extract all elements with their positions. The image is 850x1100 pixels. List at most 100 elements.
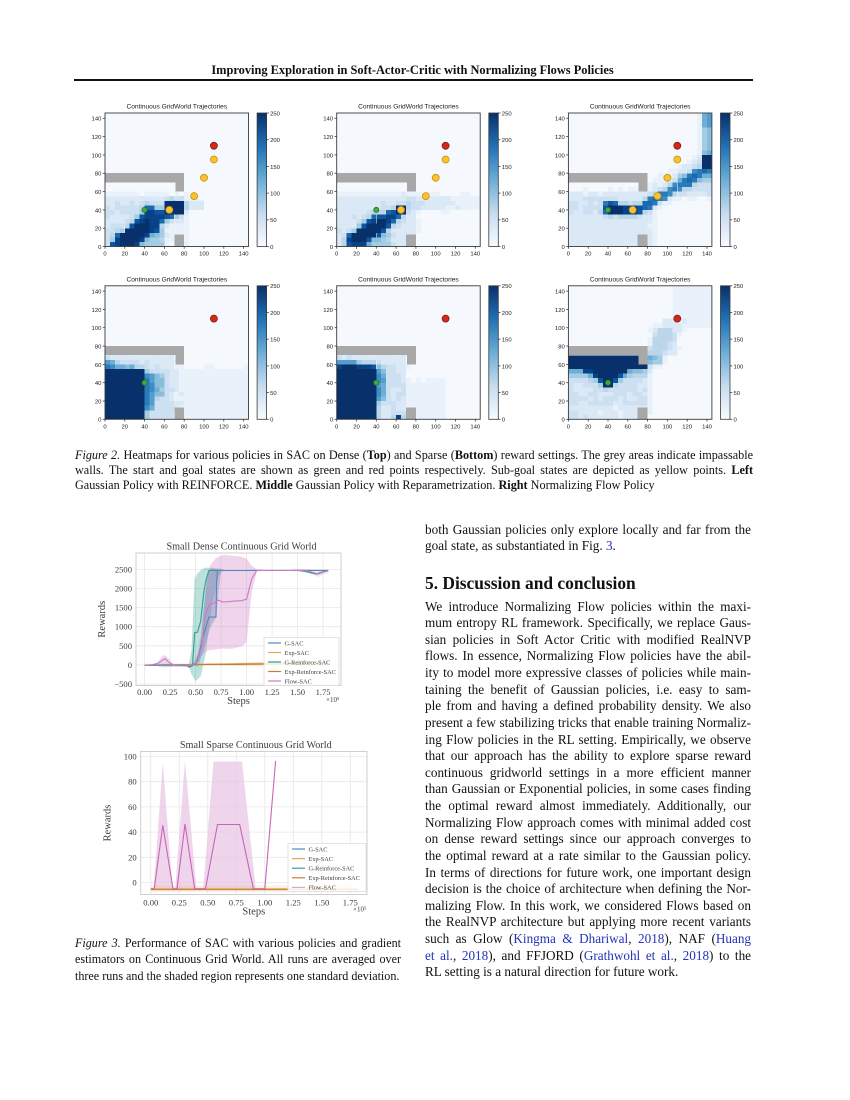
- svg-text:150: 150: [270, 165, 281, 171]
- svg-text:0.00: 0.00: [137, 687, 152, 697]
- svg-text:Continuous GridWorld Trajector: Continuous GridWorld Trajectories: [126, 104, 227, 111]
- svg-text:40: 40: [141, 424, 148, 430]
- svg-text:Flow-SAC: Flow-SAC: [285, 678, 312, 685]
- svg-text:200: 200: [502, 311, 513, 317]
- svg-text:40: 40: [327, 381, 334, 387]
- svg-text:60: 60: [393, 424, 400, 430]
- svg-text:Continuous GridWorld Trajector: Continuous GridWorld Trajectories: [590, 104, 691, 111]
- svg-text:200: 200: [502, 138, 513, 144]
- svg-text:0.50: 0.50: [200, 898, 215, 908]
- svg-text:Steps: Steps: [227, 696, 250, 707]
- svg-text:60: 60: [161, 252, 168, 258]
- svg-text:40: 40: [95, 381, 102, 387]
- svg-text:80: 80: [128, 777, 137, 787]
- svg-text:0: 0: [502, 245, 506, 251]
- svg-text:140: 140: [239, 424, 250, 430]
- svg-text:20: 20: [95, 399, 102, 405]
- svg-text:1000: 1000: [115, 622, 132, 632]
- svg-text:100: 100: [662, 252, 673, 258]
- svg-text:1.75: 1.75: [316, 687, 331, 697]
- svg-text:Small Sparse Continuous Grid W: Small Sparse Continuous Grid World: [180, 740, 332, 751]
- svg-text:Small Dense Continuous Grid Wo: Small Dense Continuous Grid World: [166, 542, 316, 553]
- svg-text:20: 20: [585, 252, 592, 258]
- svg-text:20: 20: [128, 852, 137, 862]
- svg-text:120: 120: [555, 308, 566, 314]
- svg-text:80: 80: [413, 424, 420, 430]
- svg-text:50: 50: [734, 391, 741, 397]
- svg-text:0: 0: [103, 252, 107, 258]
- svg-text:100: 100: [270, 364, 281, 370]
- svg-text:60: 60: [95, 363, 102, 369]
- svg-text:100: 100: [431, 424, 442, 430]
- svg-text:100: 100: [555, 153, 566, 159]
- svg-text:×10⁵: ×10⁵: [353, 906, 367, 914]
- svg-text:120: 120: [323, 135, 334, 141]
- svg-text:G-SAC: G-SAC: [309, 846, 328, 853]
- svg-text:100: 100: [662, 424, 673, 430]
- svg-text:120: 120: [451, 424, 462, 430]
- svg-text:140: 140: [92, 290, 103, 296]
- svg-text:100: 100: [92, 326, 103, 332]
- svg-text:150: 150: [734, 165, 745, 171]
- svg-text:100: 100: [199, 424, 210, 430]
- svg-text:20: 20: [585, 424, 592, 430]
- svg-text:100: 100: [323, 153, 334, 159]
- svg-text:120: 120: [92, 308, 103, 314]
- svg-text:1.50: 1.50: [290, 687, 305, 697]
- svg-text:50: 50: [270, 218, 277, 224]
- svg-text:0: 0: [330, 418, 334, 424]
- svg-text:60: 60: [625, 424, 632, 430]
- svg-text:100: 100: [92, 153, 103, 159]
- svg-text:140: 140: [555, 290, 566, 296]
- svg-text:50: 50: [502, 391, 509, 397]
- svg-text:60: 60: [327, 190, 334, 196]
- svg-text:200: 200: [270, 311, 281, 317]
- svg-text:100: 100: [199, 252, 210, 258]
- svg-text:40: 40: [128, 827, 137, 837]
- svg-text:1.25: 1.25: [265, 687, 280, 697]
- svg-text:100: 100: [502, 364, 513, 370]
- svg-text:140: 140: [239, 252, 250, 258]
- svg-text:−500: −500: [114, 679, 132, 689]
- svg-text:40: 40: [373, 252, 380, 258]
- svg-text:140: 140: [470, 252, 481, 258]
- svg-text:250: 250: [734, 111, 745, 117]
- svg-text:1.00: 1.00: [239, 687, 254, 697]
- svg-text:60: 60: [558, 363, 565, 369]
- svg-text:40: 40: [95, 208, 102, 214]
- svg-text:40: 40: [327, 208, 334, 214]
- svg-text:150: 150: [270, 338, 281, 344]
- svg-text:150: 150: [502, 338, 513, 344]
- svg-text:Rewards: Rewards: [97, 601, 108, 638]
- svg-text:60: 60: [393, 252, 400, 258]
- svg-text:80: 80: [95, 172, 102, 178]
- svg-text:G-Reinforce-SAC: G-Reinforce-SAC: [309, 866, 355, 873]
- svg-text:120: 120: [682, 424, 693, 430]
- svg-text:G-Reinforce-SAC: G-Reinforce-SAC: [285, 659, 331, 666]
- svg-text:0: 0: [103, 424, 107, 430]
- svg-text:100: 100: [555, 326, 566, 332]
- svg-text:×10⁵: ×10⁵: [326, 696, 340, 704]
- svg-text:Continuous GridWorld Trajector: Continuous GridWorld Trajectories: [590, 277, 691, 284]
- svg-text:80: 80: [644, 252, 651, 258]
- svg-text:120: 120: [92, 135, 103, 141]
- svg-text:0: 0: [98, 418, 102, 424]
- svg-text:120: 120: [451, 252, 462, 258]
- svg-text:200: 200: [270, 138, 281, 144]
- svg-text:20: 20: [353, 424, 360, 430]
- svg-text:140: 140: [92, 117, 103, 123]
- svg-text:40: 40: [373, 424, 380, 430]
- svg-text:40: 40: [558, 208, 565, 214]
- svg-text:20: 20: [558, 227, 565, 233]
- svg-text:80: 80: [558, 344, 565, 350]
- svg-text:120: 120: [219, 424, 230, 430]
- svg-text:50: 50: [502, 218, 509, 224]
- svg-text:0: 0: [98, 245, 102, 251]
- svg-text:250: 250: [502, 284, 513, 290]
- svg-text:140: 140: [702, 424, 713, 430]
- svg-text:0: 0: [132, 878, 136, 888]
- svg-text:100: 100: [270, 192, 281, 198]
- svg-text:80: 80: [327, 172, 334, 178]
- svg-text:0: 0: [562, 245, 566, 251]
- svg-text:0: 0: [734, 245, 738, 251]
